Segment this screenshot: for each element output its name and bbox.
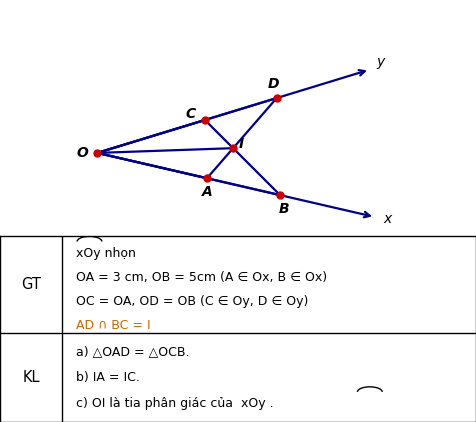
Text: OA = 3 cm, OB = 5cm (A ∈ Ox, B ∈ Ox): OA = 3 cm, OB = 5cm (A ∈ Ox, B ∈ Ox) [76, 271, 327, 284]
Text: D: D [268, 77, 279, 91]
Text: xOy nhọn: xOy nhọn [76, 246, 136, 260]
Text: I: I [239, 137, 244, 151]
Text: KL: KL [22, 370, 40, 385]
Text: B: B [278, 202, 289, 216]
Text: AD ∩ BC = I: AD ∩ BC = I [76, 319, 151, 332]
Text: b) IA = IC.: b) IA = IC. [76, 371, 140, 384]
Text: c) OI là tia phân giác của  xOy .: c) OI là tia phân giác của xOy . [76, 397, 274, 410]
Text: a) △OAD = △OCB.: a) △OAD = △OCB. [76, 345, 189, 358]
Text: O: O [76, 146, 88, 160]
Text: OC = OA, OD = OB (C ∈ Oy, D ∈ Oy): OC = OA, OD = OB (C ∈ Oy, D ∈ Oy) [76, 295, 308, 308]
Text: GT: GT [21, 277, 41, 292]
Text: y: y [377, 55, 385, 69]
Text: A: A [202, 185, 212, 199]
Text: x: x [383, 211, 392, 226]
Text: C: C [186, 108, 196, 122]
